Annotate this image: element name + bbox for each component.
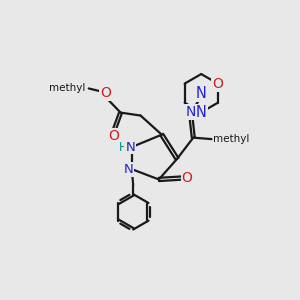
Text: N: N bbox=[186, 105, 196, 119]
Text: O: O bbox=[100, 85, 111, 100]
Text: O: O bbox=[108, 129, 119, 142]
Text: methyl: methyl bbox=[213, 134, 250, 144]
Text: N: N bbox=[123, 163, 133, 176]
Text: N: N bbox=[196, 86, 207, 101]
Text: N: N bbox=[125, 141, 135, 154]
Text: methyl: methyl bbox=[50, 83, 86, 94]
Text: O: O bbox=[182, 171, 193, 185]
Text: N: N bbox=[196, 105, 207, 120]
Text: O: O bbox=[212, 76, 223, 91]
Text: H: H bbox=[119, 141, 128, 154]
